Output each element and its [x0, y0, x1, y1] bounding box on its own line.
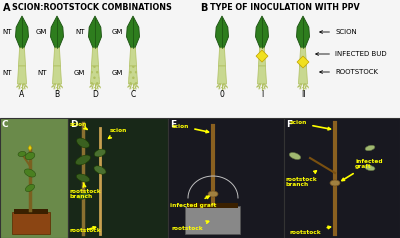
Polygon shape: [18, 66, 26, 84]
Bar: [187, 203, 238, 208]
Ellipse shape: [365, 165, 375, 171]
Polygon shape: [218, 48, 226, 66]
Text: NT: NT: [76, 29, 85, 35]
Ellipse shape: [94, 149, 106, 157]
Polygon shape: [300, 48, 306, 66]
Polygon shape: [92, 48, 98, 66]
Polygon shape: [216, 16, 228, 50]
Text: scion: scion: [108, 129, 127, 138]
Text: A: A: [19, 90, 25, 99]
Ellipse shape: [208, 191, 218, 197]
Text: D: D: [70, 120, 78, 129]
Text: TYPE OF INOCULATION WITH PPV: TYPE OF INOCULATION WITH PPV: [210, 3, 360, 12]
Text: NT: NT: [2, 70, 12, 76]
Polygon shape: [296, 16, 310, 50]
Text: NT: NT: [38, 70, 47, 76]
Text: B: B: [54, 90, 60, 99]
Text: INFECTED BUD: INFECTED BUD: [316, 51, 387, 57]
Text: D: D: [92, 90, 98, 99]
Polygon shape: [258, 66, 266, 84]
Text: GM: GM: [112, 70, 123, 76]
Text: rootstock
branch: rootstock branch: [286, 171, 318, 187]
Text: 0: 0: [220, 90, 224, 99]
Bar: [0, 118, 68, 238]
Polygon shape: [126, 16, 140, 50]
Polygon shape: [54, 48, 60, 66]
Text: II: II: [301, 90, 305, 99]
Bar: [284, 118, 400, 238]
Text: GM: GM: [36, 29, 47, 35]
Polygon shape: [16, 16, 28, 50]
Polygon shape: [297, 56, 309, 68]
Text: scion: scion: [172, 124, 208, 133]
Polygon shape: [256, 16, 268, 50]
Text: E: E: [170, 120, 176, 129]
Ellipse shape: [330, 180, 340, 186]
Polygon shape: [88, 16, 102, 50]
Text: C: C: [130, 90, 136, 99]
Polygon shape: [28, 145, 32, 151]
Polygon shape: [218, 66, 226, 84]
Text: infected
graft: infected graft: [342, 159, 383, 181]
Text: SCION:ROOTSTOCK COMBINATIONS: SCION:ROOTSTOCK COMBINATIONS: [12, 3, 172, 12]
Text: I: I: [261, 90, 263, 99]
Text: GM: GM: [74, 70, 85, 76]
Text: B: B: [200, 3, 207, 13]
Text: scion: scion: [70, 122, 87, 129]
Ellipse shape: [77, 138, 89, 148]
Bar: [185, 206, 240, 234]
Text: scion: scion: [290, 120, 330, 130]
Text: SCION: SCION: [320, 29, 357, 35]
Text: rootstock
branch: rootstock branch: [70, 183, 102, 199]
Ellipse shape: [365, 145, 375, 151]
Text: C: C: [2, 120, 9, 129]
Ellipse shape: [289, 153, 301, 159]
Ellipse shape: [26, 184, 34, 192]
Ellipse shape: [24, 169, 36, 177]
Text: GM: GM: [112, 29, 123, 35]
Bar: [68, 118, 168, 238]
Ellipse shape: [25, 152, 35, 160]
Polygon shape: [90, 66, 100, 84]
Bar: [12, 212, 50, 234]
Bar: [14, 209, 48, 214]
Polygon shape: [52, 66, 62, 84]
Text: infected graft: infected graft: [170, 196, 216, 208]
Text: rootstock: rootstock: [70, 227, 102, 233]
Text: rootstock: rootstock: [290, 226, 330, 234]
Ellipse shape: [76, 174, 90, 182]
Text: NT: NT: [2, 29, 12, 35]
Polygon shape: [50, 16, 64, 50]
Polygon shape: [130, 48, 136, 66]
Ellipse shape: [77, 193, 89, 199]
Bar: [168, 118, 284, 238]
Ellipse shape: [76, 155, 90, 165]
Text: rootstock: rootstock: [172, 221, 208, 230]
Polygon shape: [298, 66, 308, 84]
Ellipse shape: [18, 151, 26, 157]
Text: ROOTSTOCK: ROOTSTOCK: [320, 69, 378, 75]
Ellipse shape: [94, 166, 106, 174]
Polygon shape: [18, 48, 26, 66]
Polygon shape: [128, 66, 138, 84]
Text: F: F: [286, 120, 292, 129]
Text: A: A: [3, 3, 10, 13]
Polygon shape: [256, 50, 268, 62]
Polygon shape: [258, 48, 266, 66]
